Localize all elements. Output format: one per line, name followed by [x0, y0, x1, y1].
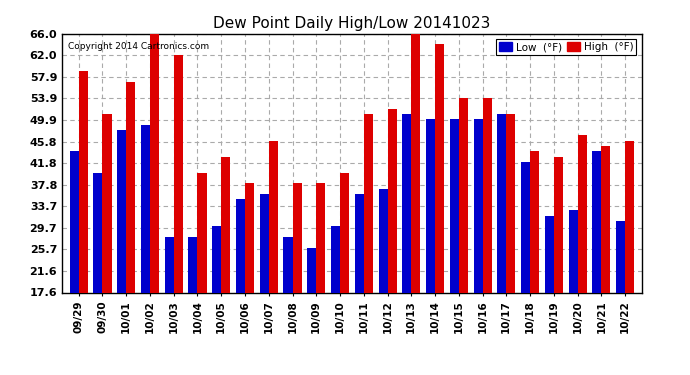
Bar [150, 34, 159, 292]
Bar [616, 221, 625, 292]
Bar [450, 119, 459, 292]
Bar [213, 226, 221, 292]
Bar [126, 82, 135, 292]
Bar [355, 194, 364, 292]
Bar [70, 152, 79, 292]
Bar [245, 183, 254, 292]
Bar [221, 157, 230, 292]
Bar [331, 226, 340, 292]
Bar [188, 237, 197, 292]
Bar [259, 194, 269, 292]
Bar [165, 237, 174, 292]
Bar [293, 183, 302, 292]
Text: Copyright 2014 Cartronics.com: Copyright 2014 Cartronics.com [68, 42, 209, 51]
Bar [482, 98, 491, 292]
Bar [364, 114, 373, 292]
Bar [601, 146, 611, 292]
Bar [592, 152, 601, 292]
Bar [174, 55, 183, 292]
Bar [284, 237, 293, 292]
Bar [141, 124, 150, 292]
Bar [625, 141, 634, 292]
Bar [402, 114, 411, 292]
Bar [307, 248, 316, 292]
Bar [426, 119, 435, 292]
Bar [497, 114, 506, 292]
Bar [521, 162, 530, 292]
Bar [545, 216, 554, 292]
Bar [569, 210, 578, 292]
Legend: Low  (°F), High  (°F): Low (°F), High (°F) [496, 39, 636, 56]
Bar [269, 141, 278, 292]
Bar [459, 98, 468, 292]
Bar [197, 173, 206, 292]
Bar [554, 157, 563, 292]
Bar [578, 135, 586, 292]
Title: Dew Point Daily High/Low 20141023: Dew Point Daily High/Low 20141023 [213, 16, 491, 31]
Bar [236, 200, 245, 292]
Bar [79, 71, 88, 292]
Bar [316, 183, 325, 292]
Bar [506, 114, 515, 292]
Bar [411, 34, 420, 292]
Bar [103, 114, 112, 292]
Bar [435, 45, 444, 292]
Bar [530, 152, 539, 292]
Bar [473, 119, 482, 292]
Bar [379, 189, 388, 292]
Bar [93, 173, 103, 292]
Bar [388, 109, 397, 292]
Bar [340, 173, 349, 292]
Bar [117, 130, 126, 292]
